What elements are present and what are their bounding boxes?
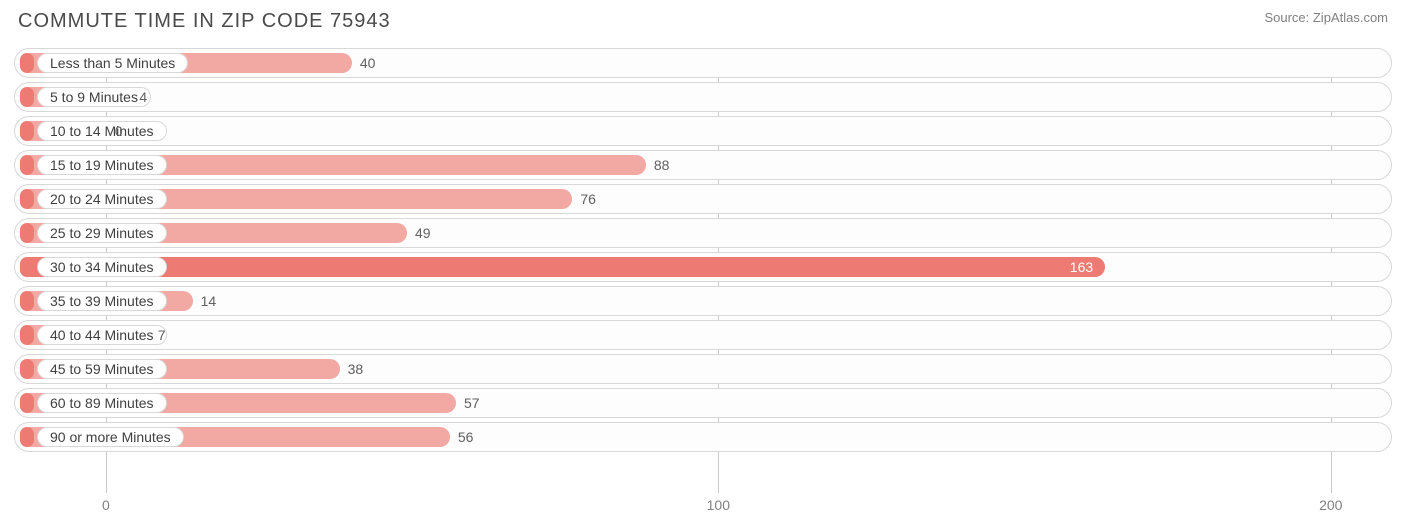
bar-value: 14 (193, 287, 217, 315)
category-label: 15 to 19 Minutes (37, 155, 167, 175)
bar-value: 49 (407, 219, 431, 247)
bar-chart: Less than 5 Minutes 40 5 to 9 Minutes4 10 t… (14, 48, 1392, 493)
bar-row: 15 to 19 Minutes 88 (14, 150, 1392, 180)
bar-cap (20, 189, 34, 209)
bar-cap (20, 87, 34, 107)
chart-source: Source: ZipAtlas.com (1264, 10, 1388, 25)
bar-value: 38 (340, 355, 364, 383)
category-label: 60 to 89 Minutes (37, 393, 167, 413)
bar-row: 25 to 29 Minutes 49 (14, 218, 1392, 248)
category-label: 10 to 14 Minutes (37, 121, 167, 141)
x-tick: 0 (102, 497, 110, 513)
bar-value: 163 (20, 253, 1105, 281)
category-label: 40 to 44 Minutes (37, 325, 167, 345)
x-axis: 0 100 200 (14, 497, 1392, 515)
x-tick: 200 (1319, 497, 1342, 513)
bar-row: Less than 5 Minutes 40 (14, 48, 1392, 78)
bar-cap (20, 325, 34, 345)
x-tick: 100 (707, 497, 730, 513)
bar-row: 35 to 39 Minutes 14 (14, 286, 1392, 316)
bar-cap (20, 155, 34, 175)
bar-row: 90 or more Minutes 56 (14, 422, 1392, 452)
category-label: 90 or more Minutes (37, 427, 184, 447)
bar-cap (20, 393, 34, 413)
category-label: 25 to 29 Minutes (37, 223, 167, 243)
bar-cap (20, 53, 34, 73)
bar-value: 4 (131, 83, 147, 111)
bar-value: 57 (456, 389, 480, 417)
bar-row: 45 to 59 Minutes 38 (14, 354, 1392, 384)
bar-row: 60 to 89 Minutes 57 (14, 388, 1392, 418)
bar-cap (20, 223, 34, 243)
bar-value: 76 (572, 185, 596, 213)
bar-cap (20, 427, 34, 447)
bar-row: 20 to 24 Minutes 76 (14, 184, 1392, 214)
bar-value: 40 (352, 49, 376, 77)
bar-value: 0 (107, 117, 123, 145)
bar-cap (20, 291, 34, 311)
bar-value: 56 (450, 423, 474, 451)
bar-row: 10 to 14 Minutes0 (14, 116, 1392, 146)
category-label: 45 to 59 Minutes (37, 359, 167, 379)
bar-value: 7 (150, 321, 166, 349)
category-label: 20 to 24 Minutes (37, 189, 167, 209)
bar-cap (20, 359, 34, 379)
bar-cap (20, 121, 34, 141)
bar-row: 40 to 44 Minutes7 (14, 320, 1392, 350)
category-label: Less than 5 Minutes (37, 53, 188, 73)
bar-value: 88 (646, 151, 670, 179)
bar-row: 5 to 9 Minutes4 (14, 82, 1392, 112)
chart-title: COMMUTE TIME IN ZIP CODE 75943 (18, 10, 391, 33)
category-label: 35 to 39 Minutes (37, 291, 167, 311)
bar-row: 30 to 34 Minutes163 (14, 252, 1392, 282)
